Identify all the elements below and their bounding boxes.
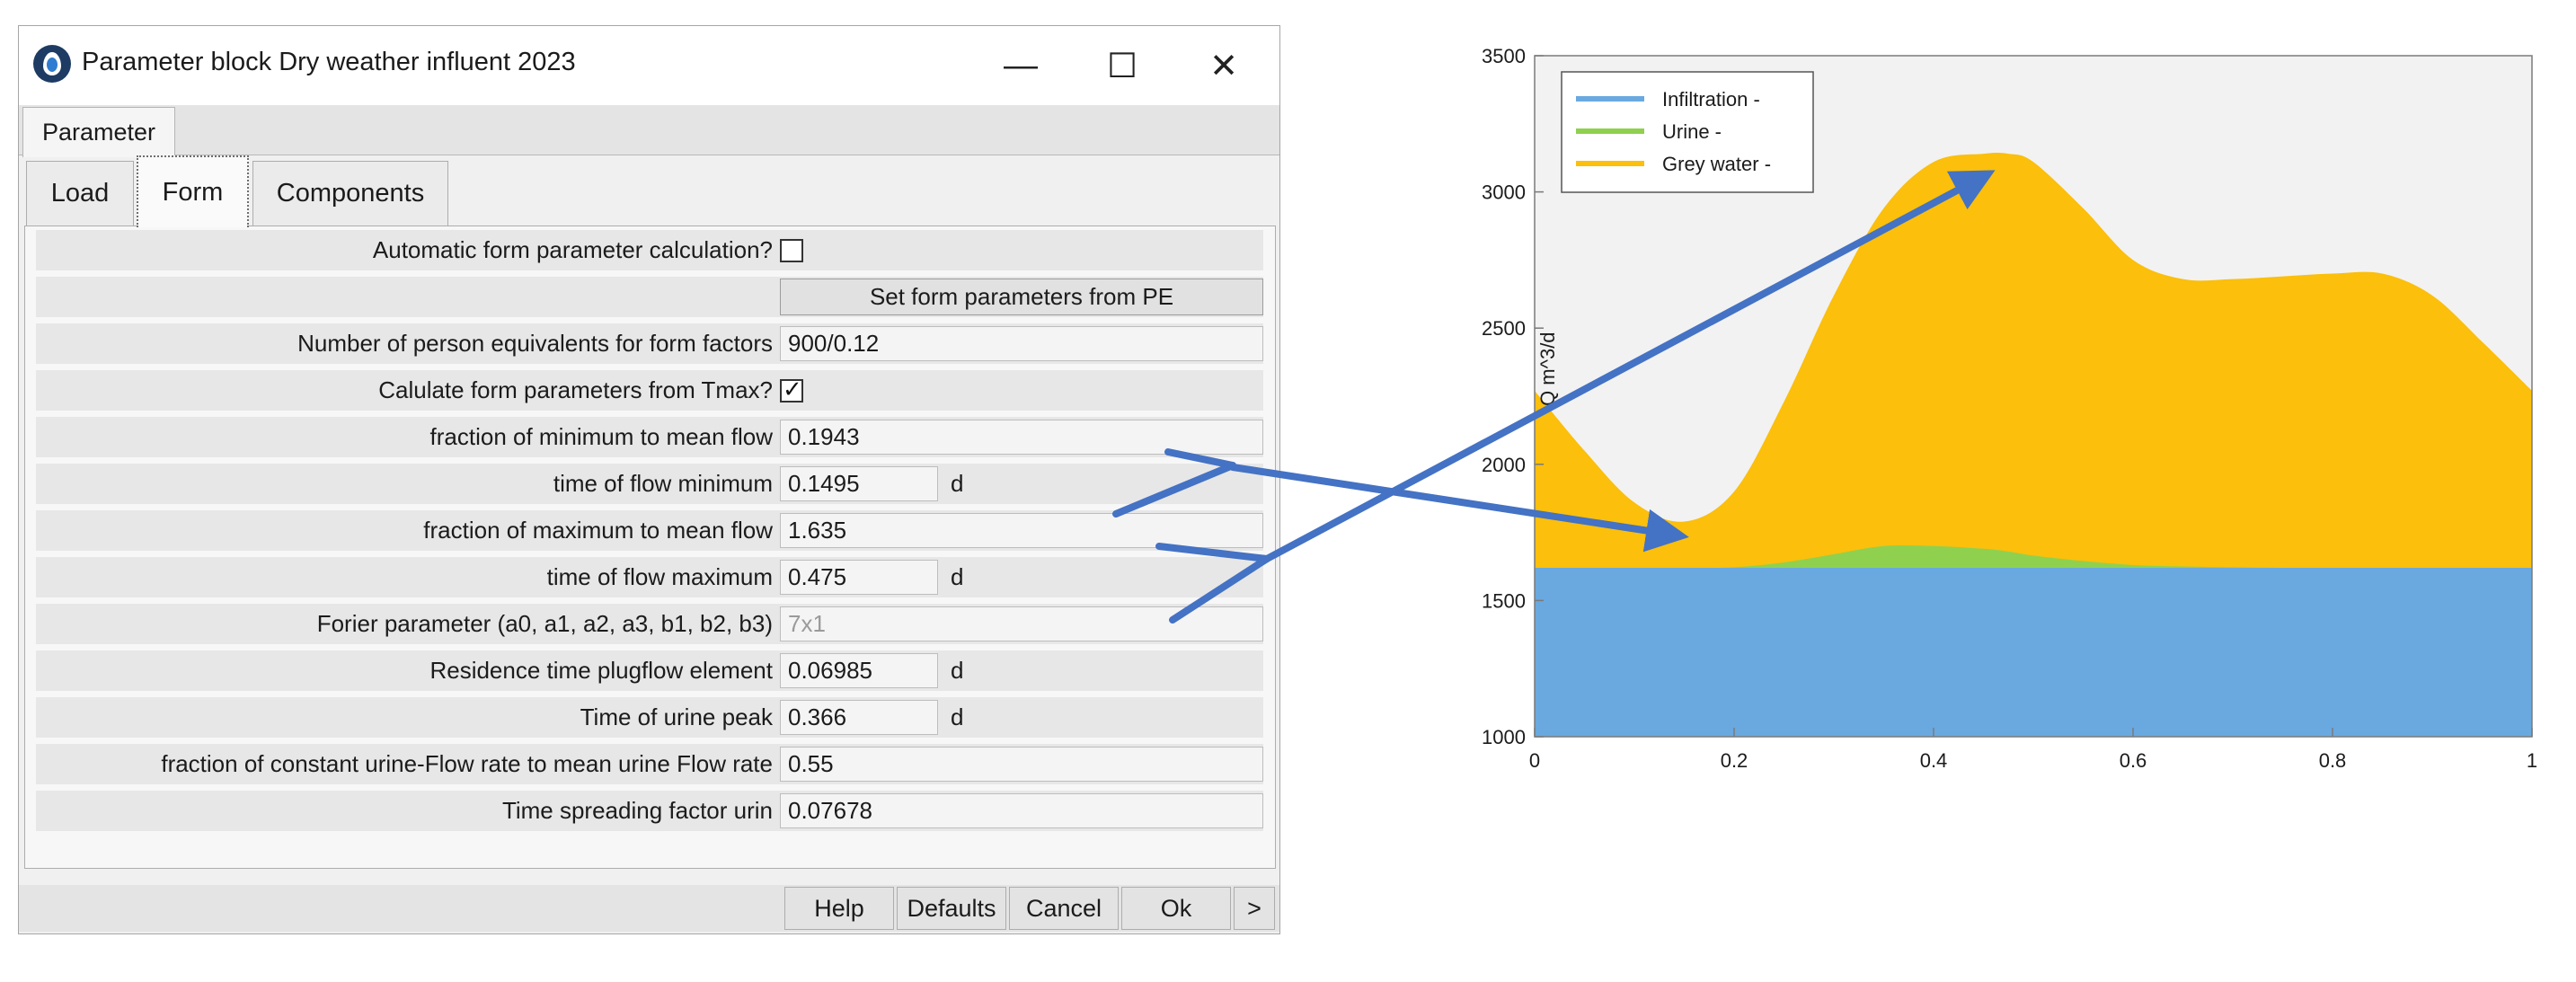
x-tick-label: 1: [2527, 749, 2537, 772]
x-tick-label: 0.2: [1721, 749, 1748, 772]
urine-peak-unit: d: [951, 703, 964, 730]
urine-frac-row: fraction of constant urine-Flow rate to …: [36, 744, 1263, 784]
set-form-parameters-button[interactable]: Set form parameters from PE: [780, 279, 1263, 315]
chart-legend: Infiltration - Urine - Grey water -: [1561, 71, 1814, 193]
tab-parameter[interactable]: Parameter: [22, 107, 175, 157]
checkmark-icon: ✓: [783, 376, 802, 403]
tmax-checkbox[interactable]: ✓: [780, 376, 803, 403]
max-frac-field[interactable]: 1.635: [780, 513, 1263, 548]
y-tick-label: 3500: [1482, 45, 1526, 67]
x-tick-label: 0.6: [2120, 749, 2147, 772]
spread-row: Time spreading factor urin 0.07678: [36, 791, 1263, 831]
urine-peak-row: Time of urine peak 0.366 d: [36, 697, 1263, 738]
defaults-button[interactable]: Defaults: [897, 887, 1006, 930]
help-button[interactable]: Help: [784, 887, 894, 930]
t-max-label: time of flow maximum: [546, 563, 773, 590]
urine-peak-label: Time of urine peak: [580, 703, 773, 730]
form-panel: Automatic form parameter calculation? Se…: [24, 226, 1276, 869]
urine-frac-label: fraction of constant urine-Flow rate to …: [161, 750, 773, 777]
fourier-label: Forier parameter (a0, a1, a2, a3, b1, b2…: [316, 610, 773, 637]
pe-row: Number of person equivalents for form fa…: [36, 323, 1263, 364]
min-frac-field[interactable]: 0.1943: [780, 420, 1263, 455]
residence-row: Residence time plugflow element 0.06985 …: [36, 650, 1263, 691]
pe-label: Number of person equivalents for form fa…: [297, 330, 773, 357]
x-tick-label: 0.4: [1920, 749, 1948, 772]
tab-load[interactable]: Load: [26, 161, 134, 226]
t-max-field[interactable]: 0.475: [780, 560, 938, 595]
x-tick-label: 0.8: [2319, 749, 2347, 772]
tmax-label: Calulate form parameters from Tmax?: [378, 376, 773, 403]
max-frac-row: fraction of maximum to mean flow 1.635: [36, 510, 1263, 551]
t-min-field[interactable]: 0.1495: [780, 466, 938, 501]
maximize-button[interactable]: ☐: [1106, 47, 1138, 85]
y-tick-label: 1500: [1482, 589, 1526, 612]
t-min-label: time of flow minimum: [553, 470, 773, 497]
spread-label: Time spreading factor urin: [501, 797, 773, 824]
t-max-unit: d: [951, 563, 964, 590]
minimize-button[interactable]: —: [1004, 46, 1038, 84]
pe-field[interactable]: 900/0.12: [780, 326, 1263, 361]
parameter-dialog: Parameter block Dry weather influent 202…: [18, 25, 1280, 934]
auto-calc-label: Automatic form parameter calculation?: [372, 236, 773, 263]
x-tick-label: 0: [1529, 749, 1540, 772]
y-tick-label: 2500: [1482, 317, 1526, 340]
ok-button[interactable]: Ok: [1121, 887, 1231, 930]
residence-label: Residence time plugflow element: [429, 657, 773, 684]
fourier-field: 7x1: [780, 606, 1263, 641]
y-tick-label: 2000: [1482, 454, 1526, 476]
window-title: Parameter block Dry weather influent 202…: [82, 48, 576, 76]
min-frac-row: fraction of minimum to mean flow 0.1943: [36, 417, 1263, 457]
title-bar[interactable]: Parameter block Dry weather influent 202…: [19, 26, 1279, 105]
urine-peak-field[interactable]: 0.366: [780, 700, 938, 735]
more-button[interactable]: >: [1234, 887, 1275, 930]
tab-form[interactable]: Form: [137, 155, 249, 227]
tab-components[interactable]: Components: [252, 161, 448, 226]
cancel-button[interactable]: Cancel: [1009, 887, 1119, 930]
y-tick-label: 3000: [1482, 181, 1526, 204]
urine-frac-field[interactable]: 0.55: [780, 747, 1263, 782]
residence-unit: d: [951, 657, 964, 684]
flow-chart: 1000 1500 2000 2500 3000 3500 0 0.2 0.4 0.6 0.8 1 Q…: [1482, 45, 2537, 772]
y-tick-label: 1000: [1482, 726, 1526, 748]
legend-label: Urine -: [1662, 120, 1722, 143]
t-min-unit: d: [951, 470, 964, 497]
auto-calc-checkbox[interactable]: [780, 239, 803, 262]
t-min-row: time of flow minimum 0.1495 d: [36, 464, 1263, 504]
fourier-row: Forier parameter (a0, a1, a2, a3, b1, b2…: [36, 604, 1263, 644]
set-form-row: Set form parameters from PE: [36, 277, 1263, 317]
max-frac-label: fraction of maximum to mean flow: [423, 517, 773, 544]
y-axis-label: Q m^3/d: [1536, 332, 1559, 405]
tmax-row: Calulate form parameters from Tmax? ✓: [36, 370, 1263, 411]
legend-label: Grey water -: [1662, 153, 1771, 175]
residence-field[interactable]: 0.06985: [780, 653, 938, 688]
app-drop-icon: [33, 45, 71, 83]
parameter-tab-strip: Parameter: [19, 105, 1279, 157]
close-button[interactable]: ✕: [1209, 47, 1238, 85]
min-frac-label: fraction of minimum to mean flow: [429, 423, 773, 450]
dialog-footer: Help Defaults Cancel Ok >: [19, 885, 1279, 932]
t-max-row: time of flow maximum 0.475 d: [36, 557, 1263, 597]
auto-calc-row: Automatic form parameter calculation?: [36, 230, 1263, 270]
legend-label: Infiltration -: [1662, 88, 1760, 111]
infiltration-area: [1535, 568, 2532, 737]
spread-field[interactable]: 0.07678: [780, 793, 1263, 828]
